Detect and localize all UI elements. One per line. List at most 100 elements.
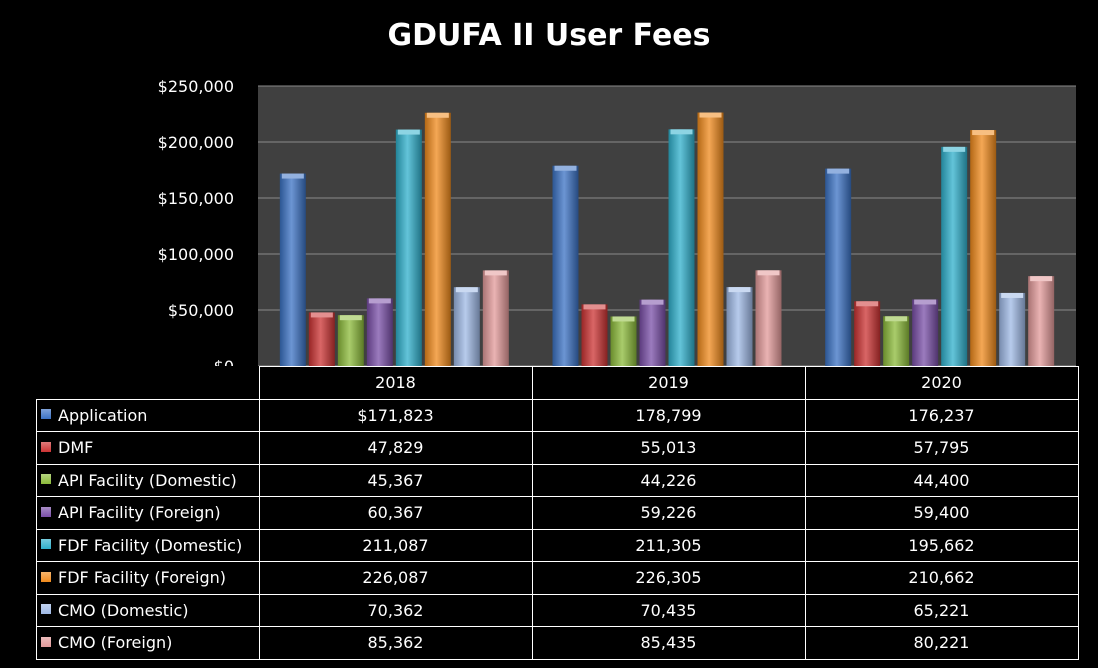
bar xyxy=(482,270,509,366)
data-label: 57,795 xyxy=(804,431,1079,465)
series-name: DMF xyxy=(58,438,94,458)
bar xyxy=(366,298,393,366)
legend-swatch xyxy=(41,604,51,615)
y-tick-label: $100,000 xyxy=(158,245,234,264)
series-name: API Facility (Foreign) xyxy=(58,503,221,523)
bar xyxy=(581,304,608,366)
y-tick-label: $200,000 xyxy=(158,133,234,152)
bar xyxy=(726,287,753,366)
data-label: 85,435 xyxy=(531,626,806,660)
bar xyxy=(552,165,579,366)
legend-swatch xyxy=(41,474,51,485)
data-label: 59,226 xyxy=(531,496,806,530)
table-row: Application $171,823 178,799 176,237 xyxy=(36,398,1079,432)
bar-cap xyxy=(554,165,577,171)
table-row: FDF Facility (Domestic) 211,087 211,305 195… xyxy=(36,528,1079,562)
data-label: 178,799 xyxy=(531,398,806,432)
table-corner xyxy=(36,366,260,400)
bar xyxy=(941,146,968,366)
data-label: 47,829 xyxy=(258,431,533,465)
data-label: 70,362 xyxy=(258,593,533,627)
legend-swatch xyxy=(41,539,51,550)
bar-cap xyxy=(397,129,420,135)
bar-cap xyxy=(699,112,722,118)
series-name: CMO (Domestic) xyxy=(58,600,189,620)
bar-cap xyxy=(426,112,449,118)
legend-entry: DMF xyxy=(36,431,260,465)
bar xyxy=(1028,276,1055,366)
bar-cap xyxy=(856,301,879,307)
data-label: 44,400 xyxy=(804,463,1079,497)
data-label: 65,221 xyxy=(804,593,1079,627)
table-row: API Facility (Domestic) 45,367 44,226 44,40… xyxy=(36,463,1079,497)
x-tick-label: 2020 xyxy=(804,366,1079,400)
bar xyxy=(697,112,724,366)
x-tick-label: 2019 xyxy=(531,366,806,400)
y-tick-label: $0 xyxy=(214,357,234,366)
series-name: FDF Facility (Domestic) xyxy=(58,535,243,555)
legend-swatch xyxy=(41,441,51,452)
legend-entry: API Facility (Domestic) xyxy=(36,463,260,497)
table-row: FDF Facility (Foreign) 226,087 226,305 210,… xyxy=(36,561,1079,595)
bar xyxy=(825,168,852,366)
series-name: Application xyxy=(58,405,148,425)
legend-entry: FDF Facility (Domestic) xyxy=(36,528,260,562)
data-label: 211,305 xyxy=(531,528,806,562)
legend-entry: CMO (Domestic) xyxy=(36,593,260,627)
bar xyxy=(279,173,306,366)
bar xyxy=(308,312,335,366)
bar xyxy=(970,130,997,366)
bar-cap xyxy=(583,304,606,310)
data-label: 176,237 xyxy=(804,398,1079,432)
data-label: 195,662 xyxy=(804,528,1079,562)
bar-cap xyxy=(484,270,507,276)
legend-swatch xyxy=(41,506,51,517)
data-table: 2018 2019 2020 Application $171,823 178,799 17… xyxy=(36,366,1079,660)
data-label: 211,087 xyxy=(258,528,533,562)
legend-swatch xyxy=(41,571,51,582)
bar xyxy=(395,129,422,366)
bar-cap xyxy=(1030,276,1053,282)
series-name: API Facility (Domestic) xyxy=(58,470,237,490)
data-label: 60,367 xyxy=(258,496,533,530)
table-row: API Facility (Foreign) 60,367 59,226 59,400 xyxy=(36,496,1079,530)
bar-cap xyxy=(827,168,850,174)
bar xyxy=(639,299,666,366)
bar xyxy=(883,316,910,366)
bar-cap xyxy=(339,315,362,321)
bar-cap xyxy=(612,316,635,322)
legend-entry: API Facility (Foreign) xyxy=(36,496,260,530)
data-label: 85,362 xyxy=(258,626,533,660)
legend-entry: Application xyxy=(36,398,260,432)
bar xyxy=(337,315,364,366)
bar-cap xyxy=(641,299,664,305)
legend-swatch xyxy=(41,409,51,420)
bar xyxy=(453,287,480,366)
bar xyxy=(668,129,695,366)
bar-cap xyxy=(914,299,937,305)
data-label: 59,400 xyxy=(804,496,1079,530)
bar xyxy=(999,292,1026,366)
bar-cap xyxy=(455,287,478,293)
bar-cap xyxy=(1001,292,1024,298)
bar xyxy=(424,112,451,366)
legend-entry: CMO (Foreign) xyxy=(36,626,260,660)
series-name: FDF Facility (Foreign) xyxy=(58,568,227,588)
plot-background xyxy=(258,86,1076,366)
bar xyxy=(755,270,782,366)
data-label: 226,087 xyxy=(258,561,533,595)
bar-cap xyxy=(757,270,780,276)
data-label: 210,662 xyxy=(804,561,1079,595)
data-label: 226,305 xyxy=(531,561,806,595)
y-tick-label: $150,000 xyxy=(158,189,234,208)
bar-cap xyxy=(972,130,995,136)
table-row: DMF 47,829 55,013 57,795 xyxy=(36,431,1079,465)
data-label: 44,226 xyxy=(531,463,806,497)
table-row: CMO (Domestic) 70,362 70,435 65,221 xyxy=(36,593,1079,627)
bar-cap xyxy=(670,129,693,135)
legend-swatch xyxy=(41,636,51,647)
bar-cap xyxy=(368,298,391,304)
x-tick-label: 2018 xyxy=(258,366,533,400)
table-row: CMO (Foreign) 85,362 85,435 80,221 xyxy=(36,626,1079,660)
bar xyxy=(912,299,939,366)
